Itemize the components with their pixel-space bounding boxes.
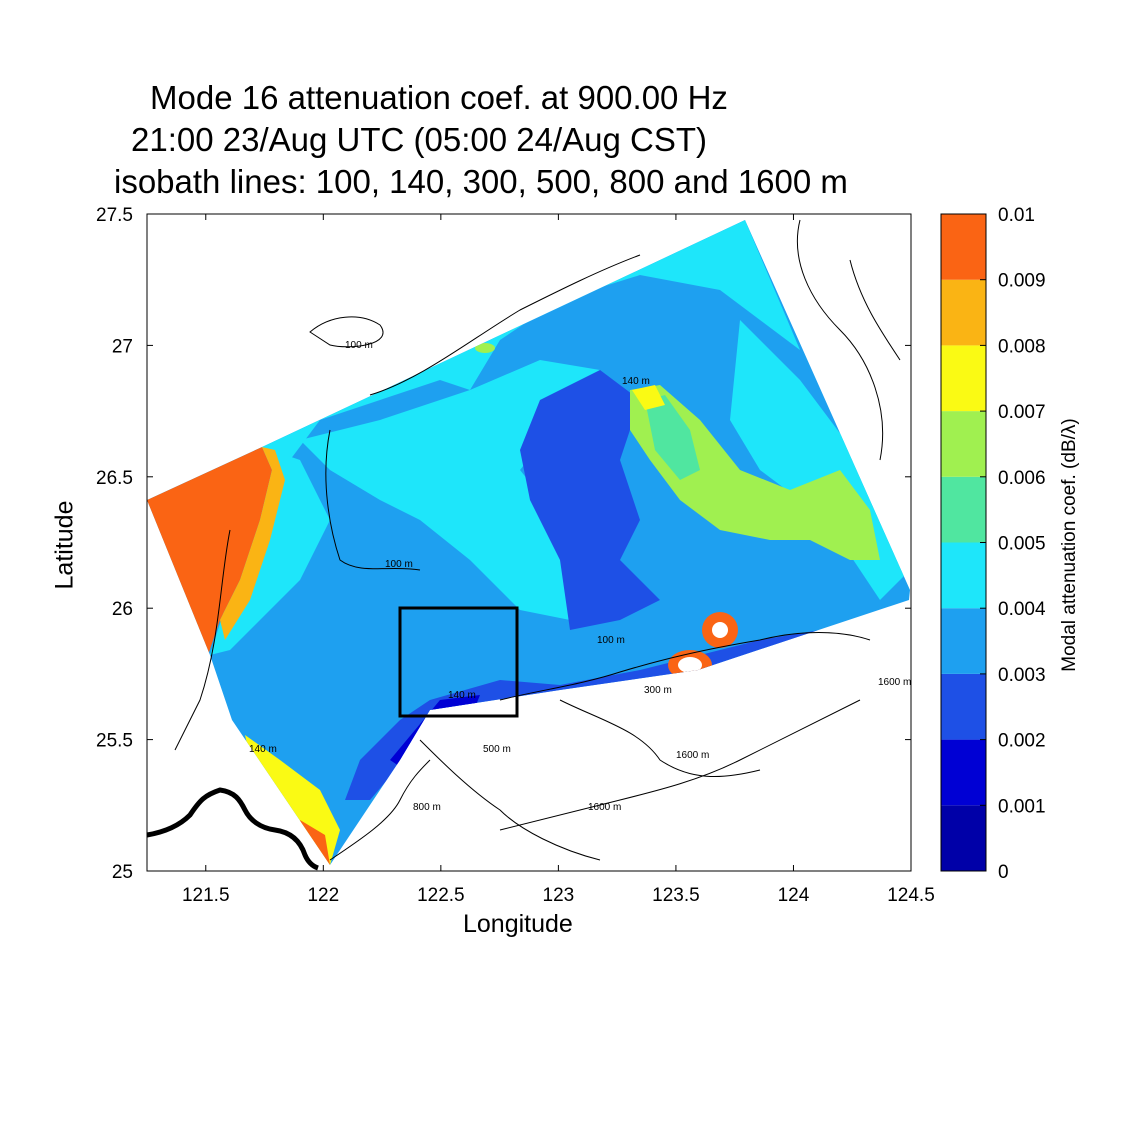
title-line-3: isobath lines: 100, 140, 300, 500, 800 a…	[114, 163, 848, 200]
y-tick-label: 26	[112, 599, 133, 620]
isobath-label-1600m-c: 1600 m	[878, 677, 911, 688]
field-region-cyan-central	[300, 360, 600, 620]
field-region-orange-corner	[147, 447, 272, 655]
colorbar-swatch	[941, 542, 986, 609]
isobath-label-800m: 800 m	[413, 802, 441, 813]
y-axis: 25 25.5 26 26.5 27 27.5	[96, 205, 911, 883]
eddy-south-core	[678, 657, 702, 673]
colorbar-label: Modal attenuation coef. (dB/λ)	[1059, 418, 1080, 672]
y-tick-label: 27	[112, 336, 133, 357]
isobath-labels: 100 m 100 m 100 m 140 m 140 m 140 m 300 …	[249, 340, 911, 813]
title-line-1: Mode 16 attenuation coef. at 900.00 Hz	[150, 79, 728, 116]
y-axis-label: Latitude	[50, 500, 79, 590]
colorbar-swatch	[941, 411, 986, 477]
study-box	[398, 606, 519, 718]
isobath-label-1600m: 1600 m	[676, 750, 709, 761]
isobath-east-2	[849, 259, 901, 361]
colorbar-tick-label: 0.007	[998, 402, 1046, 423]
colorbar-tick-label: 0.002	[998, 731, 1046, 752]
colorbar-swatch	[941, 279, 986, 346]
x-tick-label: 124	[778, 885, 810, 906]
field-region-cyan-north	[262, 220, 800, 460]
colorbar-tick-label: 0	[998, 862, 1009, 883]
hotspot-north	[475, 343, 495, 353]
isobath-label-300m: 300 m	[644, 685, 672, 696]
field-region-yellow-edge	[220, 447, 285, 640]
y-tick-label: 25.5	[96, 731, 133, 752]
x-tick-label: 122.5	[417, 885, 465, 906]
isobath-lines	[174, 219, 901, 861]
isobath-label-1600m-b: 1600 m	[588, 802, 621, 813]
isobath-100m-northwest	[369, 254, 641, 396]
colorbar-tick-label: 0.008	[998, 336, 1046, 357]
x-axis: 121.5 122 122.5 123 123.5 124 124.5	[182, 214, 935, 906]
x-tick-label: 123	[543, 885, 575, 906]
title-line-2: 21:00 23/Aug UTC (05:00 24/Aug CST)	[131, 121, 707, 158]
colorbar-swatch	[941, 345, 986, 412]
field-region-southwest-orange	[300, 820, 330, 865]
colorbar-swatch	[941, 214, 986, 280]
colorbar-swatch	[941, 739, 986, 806]
field-region-blue-channel	[520, 370, 660, 630]
isobath-label-100m-c: 100 m	[597, 635, 625, 646]
x-tick-label: 121.5	[182, 885, 230, 906]
colorbar: 0 0.001 0.002 0.003 0.004 0.005 0.006 0.007 0.00…	[940, 205, 1046, 883]
y-tick-label: 27.5	[96, 205, 133, 226]
isobath-east	[796, 219, 884, 461]
isobath-500m	[559, 699, 761, 777]
isobath-1600m	[499, 699, 861, 831]
x-tick-label: 124.5	[887, 885, 935, 906]
y-tick-label: 25	[112, 862, 133, 883]
isobath-label-100m: 100 m	[345, 340, 373, 351]
isobath-south-shelf	[329, 759, 431, 861]
coastline	[146, 787, 319, 871]
isobath-300m	[499, 632, 871, 701]
x-tick-label: 122	[307, 885, 339, 906]
colorbar-swatch	[941, 476, 986, 543]
colorbar-tick-label: 0.004	[998, 599, 1046, 620]
colorbar-tick-label: 0.001	[998, 796, 1046, 817]
isobath-label-100m-b: 100 m	[385, 559, 413, 570]
field-region-yellow-tip	[632, 385, 665, 410]
colorbar-tick-label: 0.005	[998, 534, 1046, 555]
isobath-label-500m: 500 m	[483, 744, 511, 755]
x-axis-label: Longitude	[463, 910, 573, 938]
eddy-north-core	[712, 622, 728, 638]
colorbar-tick-label: 0.009	[998, 271, 1046, 292]
colorbar-swatch	[941, 805, 986, 871]
field-region-teal-plume	[645, 395, 700, 480]
plot-frame	[146, 213, 912, 872]
y-tick-label: 26.5	[96, 468, 133, 489]
isobath-label-140m-c: 140 m	[249, 744, 277, 755]
colorbar-tick-label: 0.006	[998, 468, 1046, 489]
field-region-green-plume	[630, 385, 880, 560]
x-tick-label: 123.5	[652, 885, 700, 906]
data-field	[147, 220, 910, 865]
colorbar-swatch	[941, 673, 986, 740]
colorbar-tick-label: 0.003	[998, 665, 1046, 686]
isobath-100m-north	[309, 316, 384, 348]
colorbar-tick-label: 0.01	[998, 205, 1035, 226]
colorbar-swatch	[941, 608, 986, 674]
isobath-100m-mid	[325, 429, 421, 571]
isobath-label-140m: 140 m	[448, 690, 476, 701]
isobath-100m-west	[174, 529, 231, 751]
isobath-800m	[419, 739, 601, 861]
isobath-label-140m-b: 140 m	[622, 376, 650, 387]
